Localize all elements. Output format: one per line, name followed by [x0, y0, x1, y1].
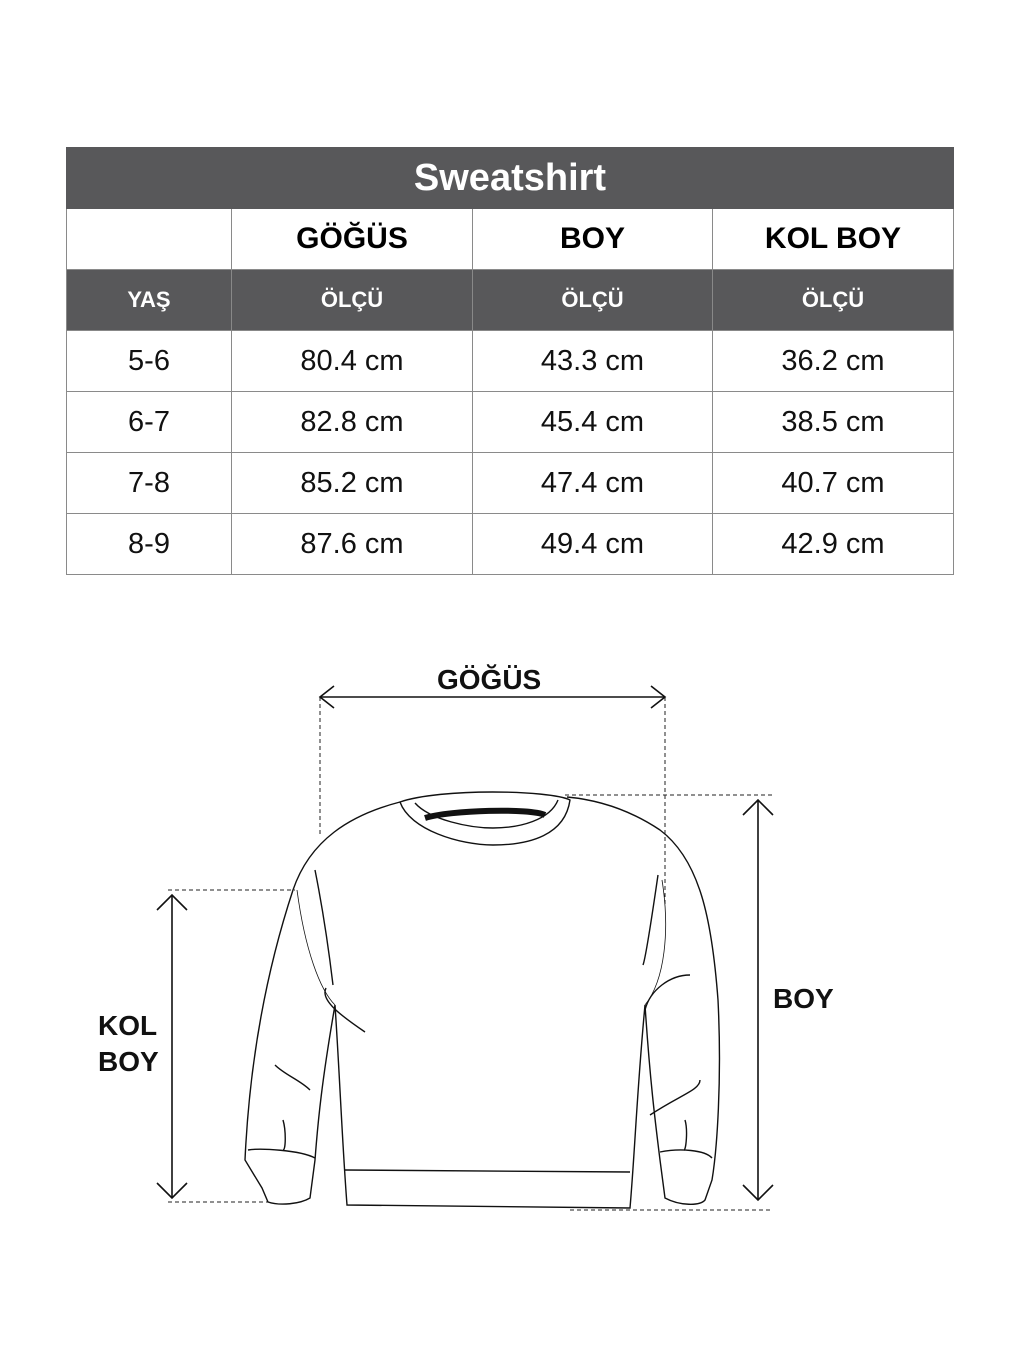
subheader-row: YAŞ ÖLÇÜ ÖLÇÜ ÖLÇÜ [66, 269, 954, 331]
chest-cell: 80.4 cm [231, 330, 473, 392]
sleeve-cell: 36.2 cm [712, 330, 954, 392]
length-cell: 49.4 cm [472, 513, 713, 575]
measure-arrows [156, 685, 774, 1202]
table-row: 5-6 80.4 cm 43.3 cm 36.2 cm [66, 330, 954, 392]
guide-lines [168, 697, 772, 1211]
table-row: 7-8 85.2 cm 47.4 cm 40.7 cm [66, 452, 954, 514]
chest-cell: 85.2 cm [231, 452, 473, 514]
chest-cell: 82.8 cm [231, 391, 473, 453]
sleeve-cell: 42.9 cm [712, 513, 954, 575]
table-row: 8-9 87.6 cm 49.4 cm 42.9 cm [66, 513, 954, 575]
subheader-cell: YAŞ [66, 269, 232, 331]
subheader-cell: ÖLÇÜ [712, 269, 954, 331]
age-cell: 7-8 [66, 452, 232, 514]
size-table: Sweatshirt GÖĞÜS BOY KOL BOY YAŞ ÖLÇÜ ÖL… [66, 147, 954, 575]
age-cell: 8-9 [66, 513, 232, 575]
subheader-cell: ÖLÇÜ [472, 269, 713, 331]
length-cell: 43.3 cm [472, 330, 713, 392]
length-label: BOY [773, 983, 834, 1014]
subheader-cell: ÖLÇÜ [231, 269, 473, 331]
table-row: 6-7 82.8 cm 45.4 cm 38.5 cm [66, 391, 954, 453]
header-cell: GÖĞÜS [231, 208, 473, 270]
sleeve-cell: 40.7 cm [712, 452, 954, 514]
age-cell: 5-6 [66, 330, 232, 392]
sleeve-cell: 38.5 cm [712, 391, 954, 453]
sleeve-length-label-line1: KOL [98, 1010, 158, 1041]
chest-cell: 87.6 cm [231, 513, 473, 575]
table-title-row: Sweatshirt [66, 147, 954, 209]
length-cell: 45.4 cm [472, 391, 713, 453]
length-cell: 47.4 cm [472, 452, 713, 514]
sleeve-length-label-line2: BOY [98, 1046, 159, 1077]
chest-label: GÖĞÜS [437, 664, 542, 695]
sweatshirt-outline [244, 791, 721, 1209]
table-title: Sweatshirt [66, 147, 954, 209]
